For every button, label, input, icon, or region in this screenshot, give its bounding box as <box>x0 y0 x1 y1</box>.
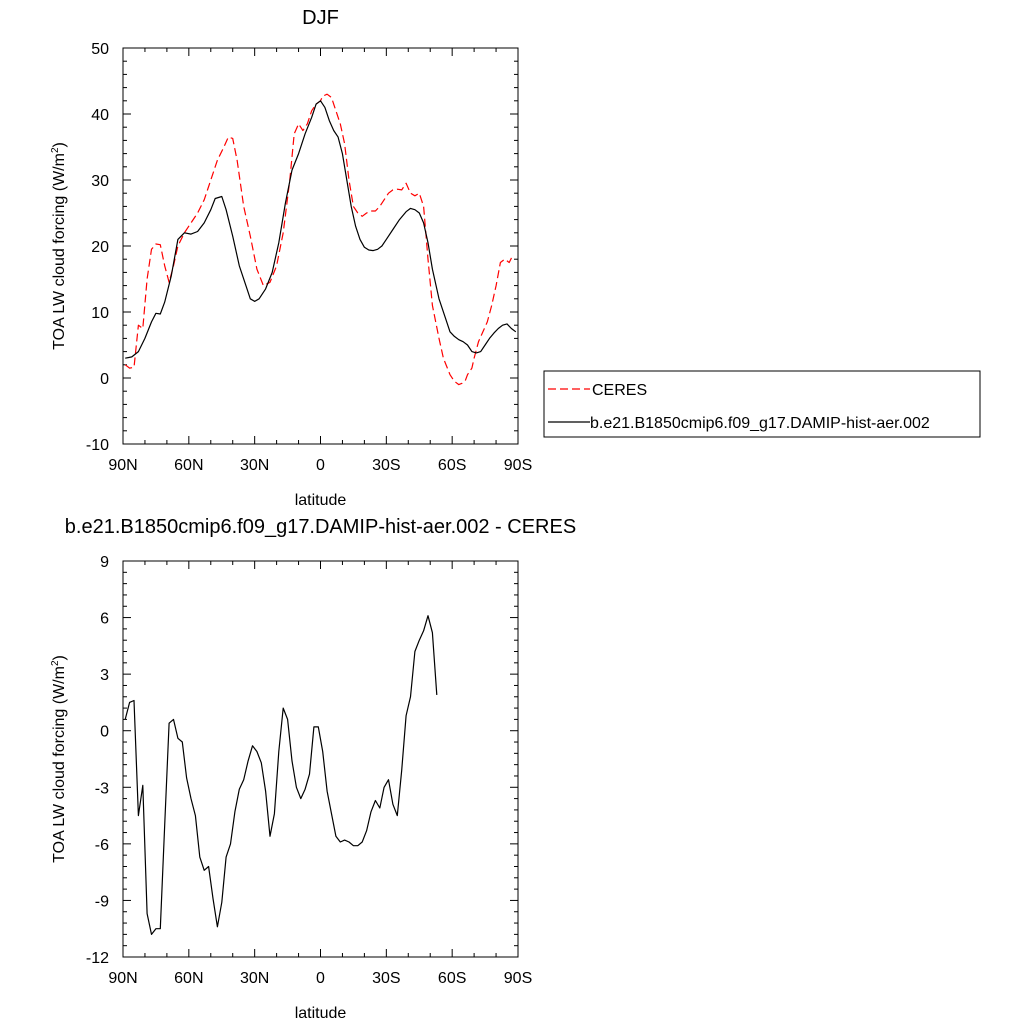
top-y-axis-label: TOA LW cloud forcing (W/m2) <box>50 142 68 350</box>
top-x-axis-label: latitude <box>295 492 347 509</box>
bottom-chart-ticks: 90N 60N 30N 0 30S 60S 90S 9 6 3 0 -3 -6 -9 -12 <box>86 554 532 987</box>
top-series-line-ceres <box>124 93 514 386</box>
bottom-x-tick-label: 60N <box>174 970 203 987</box>
bottom-series-line-model <box>124 615 438 936</box>
bottom-y-tick-label: 9 <box>100 554 109 571</box>
top-series-line-model <box>125 100 517 359</box>
top-y-tick-label: 50 <box>91 41 109 58</box>
top-y-tick-label: 30 <box>91 173 109 190</box>
bottom-x-tick-label: 30S <box>372 970 400 987</box>
bottom-x-tick-label: 0 <box>316 970 325 987</box>
bottom-plot-frame <box>122 560 519 958</box>
bottom-x-tick-label: 30N <box>240 970 269 987</box>
top-y-tick-label: -10 <box>86 437 109 454</box>
top-x-tick-label: 90S <box>504 457 532 474</box>
bottom-x-tick-label: 90S <box>504 970 532 987</box>
top-chart-series <box>124 93 517 386</box>
bottom-y-tick-label: -6 <box>95 837 109 854</box>
bottom-y-tick-label: -12 <box>86 950 109 967</box>
top-y-tick-label: 10 <box>91 305 109 322</box>
top-x-tick-label: 30N <box>240 457 269 474</box>
top-x-tick-label: 60N <box>174 457 203 474</box>
top-y-tick-label: 0 <box>100 371 109 388</box>
bottom-chart-series <box>124 615 438 936</box>
bottom-chart-title: b.e21.B1850cmip6.f09_g17.DAMIP-hist-aer.… <box>65 516 576 538</box>
top-y-tick-label: 40 <box>91 107 109 124</box>
bottom-x-tick-label: 60S <box>438 970 466 987</box>
top-x-tick-label: 0 <box>316 457 325 474</box>
top-chart: DJF 90N 60N 30N 0 30S 60S 90S 50 40 30 20 10 0 -10 la… <box>50 7 532 509</box>
legend-box <box>543 370 981 438</box>
bottom-y-tick-label: 3 <box>100 667 109 684</box>
bottom-chart: b.e21.B1850cmip6.f09_g17.DAMIP-hist-aer.… <box>50 516 576 1022</box>
bottom-y-tick-label: 6 <box>100 611 109 628</box>
top-chart-title: DJF <box>302 7 339 29</box>
legend-model-label: b.e21.B1850cmip6.f09_g17.DAMIP-hist-aer.… <box>590 415 930 432</box>
bottom-x-axis-label: latitude <box>295 1005 347 1022</box>
top-x-tick-label: 90N <box>108 457 137 474</box>
bottom-y-tick-label: -3 <box>95 780 109 797</box>
top-x-tick-label: 30S <box>372 457 400 474</box>
bottom-y-tick-label: 0 <box>100 724 109 741</box>
top-y-tick-label: 20 <box>91 239 109 256</box>
legend: CERES b.e21.B1850cmip6.f09_g17.DAMIP-his… <box>543 370 981 438</box>
bottom-y-axis-label: TOA LW cloud forcing (W/m2) <box>50 655 68 863</box>
bottom-y-tick-label: -9 <box>95 893 109 910</box>
legend-ceres-label: CERES <box>592 382 647 399</box>
bottom-x-tick-label: 90N <box>108 970 137 987</box>
top-chart-ticks: 90N 60N 30N 0 30S 60S 90S 50 40 30 20 10 0 -10 <box>86 41 532 474</box>
top-x-tick-label: 60S <box>438 457 466 474</box>
